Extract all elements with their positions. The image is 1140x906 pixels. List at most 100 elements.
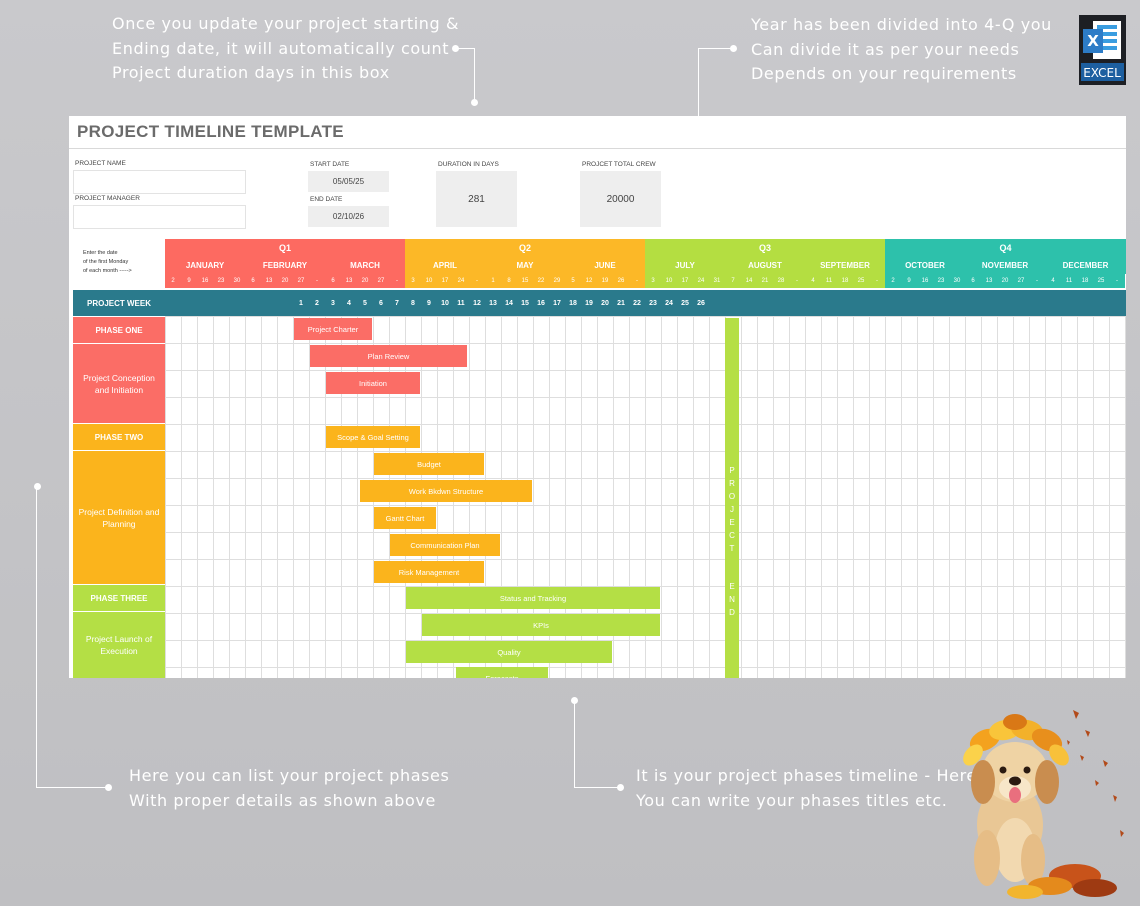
project-end-letter: E (729, 518, 735, 527)
day-cell: 9 (901, 274, 917, 288)
day-cell: 5 (565, 274, 581, 288)
day-cell: 3 (405, 274, 421, 288)
day-cell: 31 (709, 274, 725, 288)
project-end-letter: T (729, 544, 735, 553)
day-cell: 11 (1061, 274, 1077, 288)
day-cell: - (309, 274, 325, 288)
task-bar[interactable]: Risk Management (374, 561, 484, 583)
puppy-illustration (955, 700, 1135, 900)
crew-value: 20000 (580, 171, 661, 227)
day-cell: 9 (181, 274, 197, 288)
day-cell: - (789, 274, 805, 288)
annotation-top-left: Once you update your project starting & … (112, 14, 460, 82)
task-bar[interactable]: Status and Tracking (406, 587, 660, 609)
project-end-letter: N (729, 595, 735, 604)
day-cell: 7 (725, 274, 741, 288)
connector-dot (617, 784, 624, 791)
task-bar[interactable]: Quality (406, 641, 612, 663)
week-number: 11 (457, 299, 465, 307)
week-number: 18 (569, 299, 577, 307)
quarter-q1: Q1 (165, 239, 405, 257)
day-cell: 18 (1077, 274, 1093, 288)
week-number: 21 (617, 299, 625, 307)
timeline-sheet: PROJECT TIMELINE TEMPLATE PROJECT NAME P… (69, 116, 1126, 678)
day-cell: 3 (645, 274, 661, 288)
project-end-letter: E (729, 582, 735, 591)
task-bar[interactable]: Plan Review (310, 345, 467, 367)
day-cell: 28 (773, 274, 789, 288)
day-cell: 13 (981, 274, 997, 288)
title-divider (69, 148, 1126, 149)
excel-icon: X EXCEL (1079, 15, 1126, 85)
day-cell: - (869, 274, 885, 288)
month-june: JUNE (565, 257, 645, 274)
phase-one-desc: Project Conception and Initiation (73, 344, 165, 423)
month-october: OCTOBER (885, 257, 965, 274)
phase-one-title: PHASE ONE (73, 317, 165, 343)
phase-two-desc: Project Definition and Planning (73, 451, 165, 584)
task-bar[interactable]: Project Charter (294, 318, 372, 340)
day-cell: 1 (485, 274, 501, 288)
day-cell: 17 (677, 274, 693, 288)
day-cell: 20 (277, 274, 293, 288)
week-number: 20 (601, 299, 609, 307)
connector-line (574, 700, 575, 788)
page-title: PROJECT TIMELINE TEMPLATE (77, 122, 344, 141)
excel-label: EXCEL (1083, 66, 1121, 80)
week-number: 13 (489, 299, 497, 307)
project-manager-label: PROJECT MANAGER (75, 195, 140, 202)
connector-dot (34, 483, 41, 490)
phase-three-title: PHASE THREE (73, 585, 165, 611)
task-bar[interactable]: Communication Plan (390, 534, 500, 556)
annotation-top-right: Year has been divided into 4-Q you Can d… (751, 15, 1052, 83)
week-number: 14 (505, 299, 513, 307)
day-cell: 26 (613, 274, 629, 288)
week-number: 8 (411, 299, 415, 307)
day-cell: 13 (341, 274, 357, 288)
day-cell: 24 (453, 274, 469, 288)
project-name-field[interactable] (73, 170, 246, 194)
week-number: 6 (379, 299, 383, 307)
task-bar[interactable]: KPIs (422, 614, 660, 636)
day-cell: 4 (1045, 274, 1061, 288)
month-november: NOVEMBER (965, 257, 1045, 274)
first-monday-hint: Enter the date of the first Monday of ea… (83, 250, 132, 274)
week-number: 17 (553, 299, 561, 307)
day-cell: 18 (837, 274, 853, 288)
phase-three-desc: Project Launch of Execution (73, 612, 165, 678)
day-cell: 23 (213, 274, 229, 288)
day-cell: 11 (821, 274, 837, 288)
week-number: 2 (315, 299, 319, 307)
day-cell: 16 (917, 274, 933, 288)
project-week-label: PROJECT WEEK (86, 298, 151, 308)
week-number: 5 (363, 299, 367, 307)
excel-letter: X (1087, 32, 1099, 50)
quarter-q2: Q2 (405, 239, 645, 257)
month-march: MARCH (325, 257, 405, 274)
end-date-field[interactable]: 02/10/26 (308, 206, 389, 227)
task-bar[interactable]: Forecasts (456, 667, 548, 678)
day-cell: 2 (885, 274, 901, 288)
end-date-label: END DATE (310, 196, 343, 203)
day-cell: - (629, 274, 645, 288)
project-manager-field[interactable] (73, 205, 246, 229)
task-bar[interactable]: Budget (374, 453, 484, 475)
day-cell: 30 (949, 274, 965, 288)
day-cell: 8 (501, 274, 517, 288)
connector-dot (730, 45, 737, 52)
week-number: 9 (427, 299, 431, 307)
task-bar[interactable]: Gantt Chart (374, 507, 436, 529)
week-number: 1 (299, 299, 303, 307)
project-end-letter: D (729, 608, 735, 617)
day-cell: - (469, 274, 485, 288)
duration-label: DURATION IN DAYS (438, 161, 499, 168)
task-bar[interactable]: Scope & Goal Setting (326, 426, 420, 448)
day-cell: 10 (661, 274, 677, 288)
day-cell: 22 (533, 274, 549, 288)
start-date-field[interactable]: 05/05/25 (308, 171, 389, 192)
day-cell: 17 (437, 274, 453, 288)
day-cell: 15 (517, 274, 533, 288)
task-bar[interactable]: Work Bkdwn Structure (360, 480, 532, 502)
day-cell: 12 (581, 274, 597, 288)
task-bar[interactable]: Initiation (326, 372, 420, 394)
